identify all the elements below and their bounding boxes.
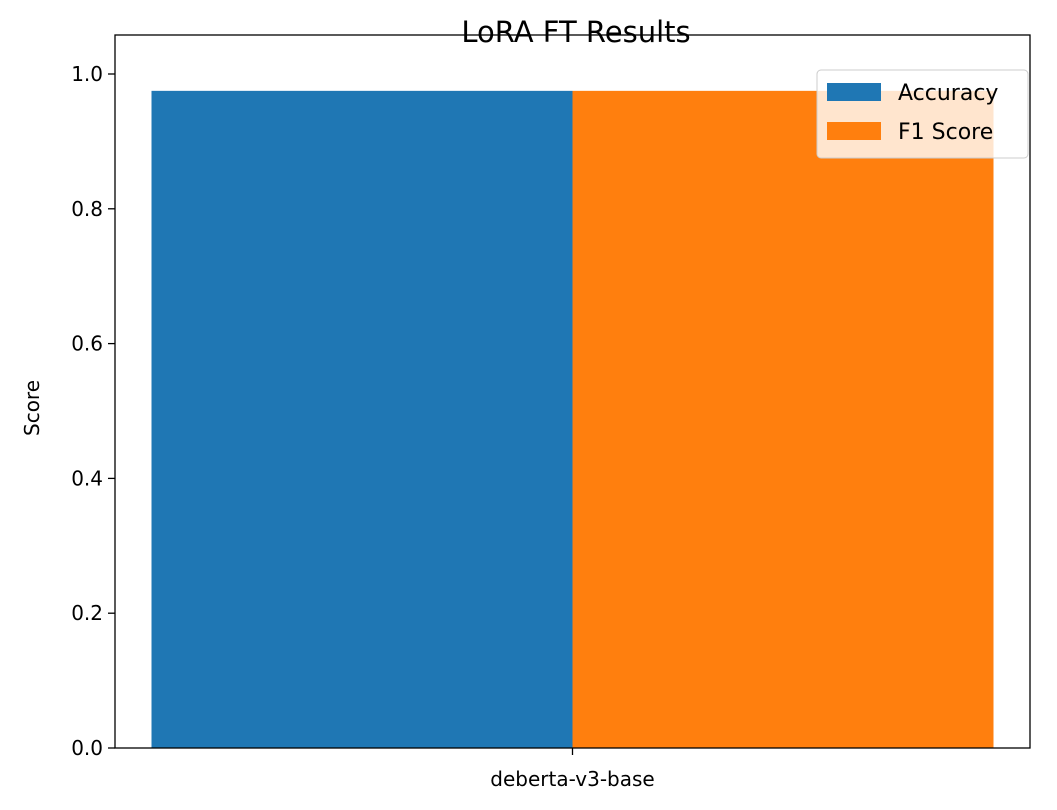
legend[interactable]: Accuracy F1 Score	[816, 69, 1029, 159]
y-tick-label: 0.6	[71, 332, 103, 356]
chart-title: LoRA FT Results	[461, 15, 690, 49]
bar-accuracy	[151, 90, 573, 749]
y-axis: 0.0 0.2 0.4 0.6 0.8 1.0	[71, 62, 115, 760]
legend-swatch-f1-score	[827, 122, 881, 140]
y-tick-label: 0.8	[71, 197, 103, 221]
y-tick-label: 0.2	[71, 601, 103, 625]
x-tick-label: deberta-v3-base	[490, 767, 654, 791]
y-axis-label: Score	[20, 380, 44, 436]
y-tick-label: 0.0	[71, 736, 103, 760]
legend-label-f1-score: F1 Score	[898, 120, 993, 145]
y-tick-label: 1.0	[71, 62, 103, 86]
y-tick-label: 0.4	[71, 466, 103, 490]
bars-group	[151, 90, 994, 749]
bar-f1-score	[572, 90, 994, 749]
legend-swatch-accuracy	[827, 83, 881, 101]
legend-label-accuracy: Accuracy	[898, 81, 998, 106]
x-axis: deberta-v3-base	[490, 748, 655, 791]
